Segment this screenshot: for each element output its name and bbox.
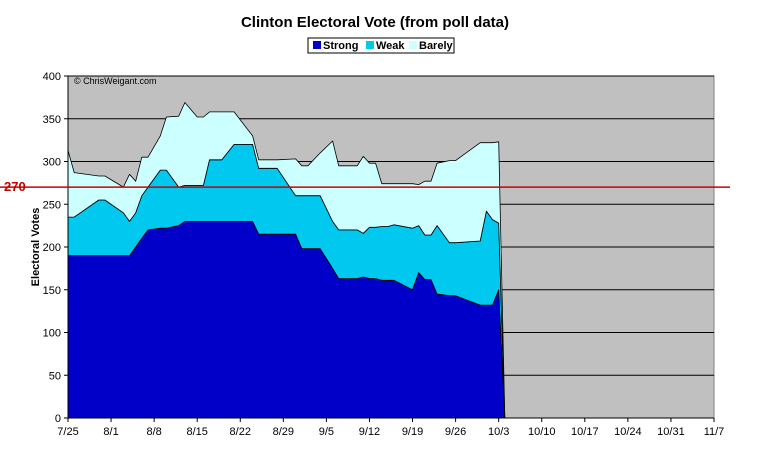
x-tick-label: 8/29 <box>273 426 294 438</box>
x-tick-label: 7/25 <box>57 426 78 438</box>
legend-label-barely: Barely <box>419 40 454 52</box>
y-tick-label: 300 <box>43 157 61 169</box>
y-tick-label: 350 <box>43 114 61 126</box>
x-tick-label: 8/8 <box>146 426 161 438</box>
legend-swatch-strong <box>313 41 321 49</box>
legend-swatch-barely <box>409 41 417 49</box>
y-tick-label: 150 <box>43 285 61 297</box>
legend-label-weak: Weak <box>376 40 405 52</box>
x-tick-label: 10/17 <box>571 426 599 438</box>
y-tick-label: 0 <box>55 413 61 425</box>
x-tick-label: 11/7 <box>704 426 725 438</box>
chart-title: Clinton Electoral Vote (from poll data) <box>241 14 509 31</box>
y-tick-label: 200 <box>43 242 61 254</box>
area-barely <box>67 102 506 419</box>
x-tick-label: 8/15 <box>186 426 207 438</box>
x-tick-label: 8/1 <box>103 426 118 438</box>
x-tick-label: 10/3 <box>488 426 509 438</box>
x-tick-label: 9/5 <box>319 426 334 438</box>
x-tick-label: 8/22 <box>230 426 251 438</box>
legend-swatch-weak <box>366 41 374 49</box>
y-tick-label: 400 <box>43 71 61 83</box>
x-tick-label: 10/10 <box>528 426 556 438</box>
y-tick-label: 250 <box>43 199 61 211</box>
watermark: © ChrisWeigant.com <box>74 76 157 86</box>
legend: Strong Weak Barely <box>307 37 455 54</box>
y-axis-label: Electoral Votes <box>30 208 42 287</box>
x-tick-label: 10/24 <box>614 426 642 438</box>
x-tick-label: 10/31 <box>657 426 685 438</box>
x-axis: 7/25 8/1 8/8 8/15 8/22 8/29 9/5 9/12 9/19 9/26 10/… <box>57 417 725 438</box>
x-tick-label: 9/26 <box>445 426 466 438</box>
x-tick-label: 9/19 <box>402 426 423 438</box>
y-tick-label: 100 <box>43 328 61 340</box>
reference-line-label: 270 <box>4 179 26 194</box>
legend-label-strong: Strong <box>323 40 358 52</box>
x-tick-label: 9/12 <box>359 426 380 438</box>
y-tick-label: 50 <box>49 370 61 382</box>
y-axis: 0 50 100 150 200 250 300 350 400 <box>43 71 69 425</box>
